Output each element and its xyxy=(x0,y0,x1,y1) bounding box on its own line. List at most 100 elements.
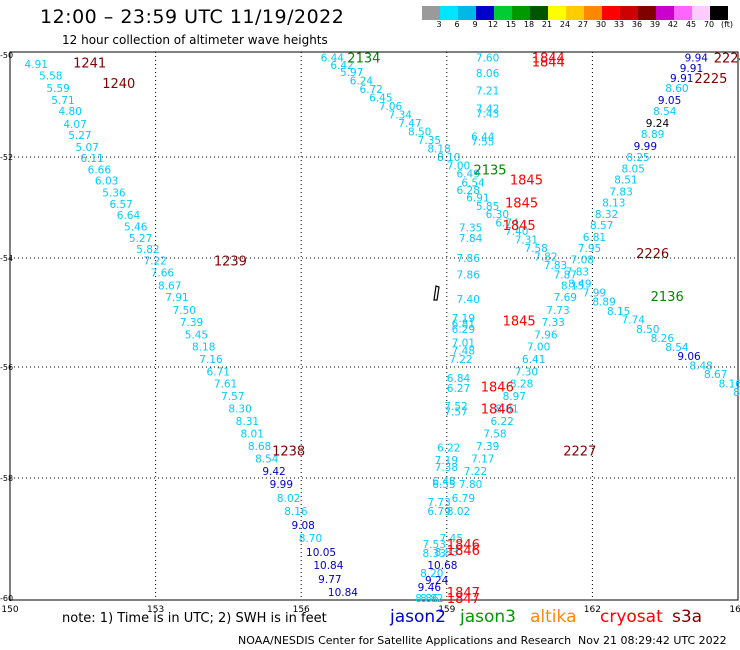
swh-label: 8.67 xyxy=(158,280,181,292)
swh-label: 7.61 xyxy=(214,379,237,391)
colorbar-label: 70 xyxy=(703,20,715,29)
swh-label: 8.49 xyxy=(568,279,591,291)
swh-label: 7.39 xyxy=(476,441,499,453)
swh-label: 8.60 xyxy=(665,83,688,95)
pass-time-label: 2227 xyxy=(563,444,596,459)
swh-label: 7.83 xyxy=(544,260,567,272)
swh-label: 9.99 xyxy=(270,479,293,491)
satellite-legend-item: altika xyxy=(530,607,577,627)
colorbar-label: 36 xyxy=(631,20,643,29)
swh-label: 9.91 xyxy=(670,73,693,85)
swh-label: 5.59 xyxy=(46,83,69,95)
swh-label: 8.18 xyxy=(427,143,450,155)
map-title: 12:00 – 23:59 UTC 11/19/2022 xyxy=(40,6,345,28)
swh-label: 6.11 xyxy=(80,153,103,165)
lat-tick-label: -52 xyxy=(0,153,13,162)
pass-time-label: 2135 xyxy=(473,164,506,179)
swh-label: 8.50 xyxy=(636,324,659,336)
swh-label: 6.49 xyxy=(457,169,480,181)
swh-label: 7.17 xyxy=(471,454,494,466)
swh-label: 6.74 xyxy=(495,218,519,230)
swh-label: 7.57 xyxy=(221,391,244,403)
swh-label: 7.33 xyxy=(541,317,564,329)
lat-lon-grid xyxy=(10,52,738,600)
pass-time-label: 1846 xyxy=(447,538,480,553)
swh-label: 6.30 xyxy=(486,209,509,221)
colorbar-label: 45 xyxy=(685,20,697,29)
swh-label: 8.89 xyxy=(592,297,615,309)
swh-label: 6.42 xyxy=(330,60,353,72)
swh-label: 6.64 xyxy=(117,210,141,222)
colorbar-swatch xyxy=(548,6,566,20)
map-subtitle: 12 hour collection of altimeter wave hei… xyxy=(62,33,328,47)
swh-label: 7.69 xyxy=(554,292,577,304)
pass-time-label: 1844 xyxy=(532,52,565,67)
satellite-legend-item: jason2 xyxy=(390,607,446,627)
colorbar-swatch xyxy=(638,6,656,20)
swh-label: 6.91 xyxy=(466,192,489,204)
colorbar-swatch xyxy=(458,6,476,20)
satellite-legend-item: cryosat xyxy=(600,607,663,627)
pass-time-label: 1847 xyxy=(447,586,480,601)
swh-label: 5.27 xyxy=(68,130,91,142)
colorbar-label: 3 xyxy=(436,20,442,29)
swh-label: 6.28 xyxy=(457,185,480,197)
colorbar-label: 21 xyxy=(541,20,553,29)
colorbar-label: 18 xyxy=(523,20,535,29)
swh-label: 9.06 xyxy=(677,351,701,363)
swh-label: 7.50 xyxy=(173,305,196,317)
swh-label: 8.70 xyxy=(299,533,322,545)
swh-label: 7.83 xyxy=(609,186,632,198)
swh-label: 7.22 xyxy=(143,256,166,268)
swh-label: 10.84 xyxy=(313,560,343,572)
lat-tick-label: -50 xyxy=(0,51,13,60)
swh-label: 8.67 xyxy=(704,369,727,381)
pass-time-label: 1847 xyxy=(447,592,480,607)
swh-label: 7.86 xyxy=(457,253,481,265)
swh-label: 7.95 xyxy=(578,243,601,255)
colorbar-label: 24 xyxy=(559,20,571,29)
swh-label: 9.46 xyxy=(418,582,442,594)
swh-label: 8.86 xyxy=(415,593,439,605)
colorbar-swatch xyxy=(602,6,620,20)
colorbar-swatch xyxy=(422,6,440,20)
swh-label: 5.82 xyxy=(136,244,159,256)
colorbar-label: 33 xyxy=(613,20,625,29)
swh-label: 7.66 xyxy=(151,268,175,280)
swh-label: 7.21 xyxy=(476,86,499,98)
swh-label: 7.42 xyxy=(476,104,499,116)
swh-label: 7.30 xyxy=(515,366,538,378)
swh-label: 8.82 xyxy=(420,593,443,605)
swh-label: 8.97 xyxy=(503,391,526,403)
swh-label: 8.16 xyxy=(719,379,740,391)
swh-label: 8.05 xyxy=(622,164,645,176)
swh-label: 6.22 xyxy=(437,442,460,454)
swh-label: 7.19 xyxy=(435,455,458,467)
colorbar-label: 6 xyxy=(454,20,460,29)
lon-tick-label: 156 xyxy=(293,605,310,615)
swh-label: 6.41 xyxy=(522,354,545,366)
lat-tick-label: -60 xyxy=(0,594,13,603)
pass-time-label: 1846 xyxy=(481,380,514,395)
lon-tick-label: 165 xyxy=(729,605,740,615)
swh-label: 8.83 xyxy=(435,547,458,559)
swh-label: 7.58 xyxy=(483,429,506,441)
swh-label: 7.60 xyxy=(476,53,499,65)
swh-label: 5.07 xyxy=(76,142,99,154)
pass-time-label: 2226 xyxy=(636,247,669,262)
swh-label: 6.29 xyxy=(452,324,475,336)
swh-label: 6.79 xyxy=(452,493,475,505)
swh-label: 8.57 xyxy=(590,220,613,232)
swh-label: 8.10 xyxy=(437,152,460,164)
swh-label: 8.20 xyxy=(420,568,443,580)
swh-label: 8.50 xyxy=(408,127,431,139)
pass-time-label: 2224 xyxy=(714,52,740,67)
colorbar-swatch xyxy=(692,6,710,20)
colorbar-label: 15 xyxy=(505,20,517,29)
swh-label: 5.71 xyxy=(51,95,74,107)
swh-label: 7.35 xyxy=(418,135,441,147)
swh-label: 7.58 xyxy=(524,243,547,255)
pass-time-label: 1845 xyxy=(503,315,536,330)
